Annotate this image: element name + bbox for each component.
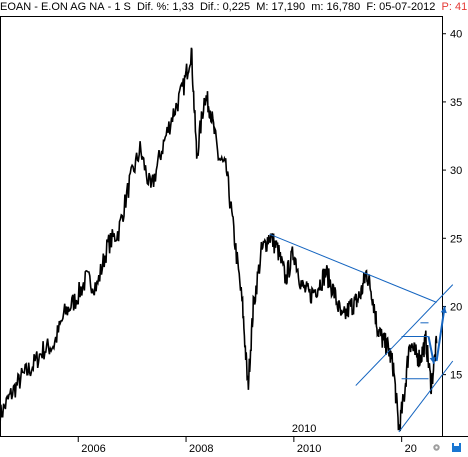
date: F: 05-07-2012 <box>366 1 436 13</box>
x-tick-label-2010: 2010 <box>297 443 321 455</box>
arrow-up <box>435 306 447 362</box>
x-tick-label-2008: 2008 <box>189 443 213 455</box>
x-tick-label-2006: 2006 <box>81 443 105 455</box>
resistance-trendline <box>269 233 437 303</box>
price: P: 41,. <box>441 1 468 13</box>
instrument-name: E.ON AG NA <box>40 1 105 13</box>
plot-frame <box>0 16 443 437</box>
channel-upper-line <box>355 284 454 386</box>
y-tick-label-30: 30 <box>450 165 462 177</box>
y-tick-label-25: 25 <box>450 233 462 245</box>
change-percent: Dif. %: 1,33 <box>136 1 194 13</box>
y-tick-label-20: 20 <box>450 301 462 313</box>
save-icon[interactable] <box>451 442 462 453</box>
x-tick-label-20: 20 <box>405 443 417 455</box>
price-series-line <box>0 47 438 432</box>
y-tick-label-35: 35 <box>450 97 462 109</box>
channel-lower-line <box>398 360 454 433</box>
y-tick-label-40: 40 <box>450 29 462 41</box>
separator: - <box>31 1 41 13</box>
y-tick-label-15: 15 <box>450 370 462 382</box>
change-absolute: Dif.: 0,225 <box>199 1 251 13</box>
x-axis-extra-label: 2010 <box>292 423 316 435</box>
max-value: M: 17,190 <box>256 1 306 13</box>
arrow-down <box>427 336 436 364</box>
period: 1 S <box>114 1 131 13</box>
symbol: EOAN <box>0 1 32 13</box>
separator: - <box>104 1 115 13</box>
chart-header: EOAN - E.ON AG NA - 1 S Dif. %: 1,33 Dif… <box>0 0 468 16</box>
min-value: m: 16,780 <box>311 1 361 13</box>
settings-icon[interactable] <box>431 442 442 453</box>
